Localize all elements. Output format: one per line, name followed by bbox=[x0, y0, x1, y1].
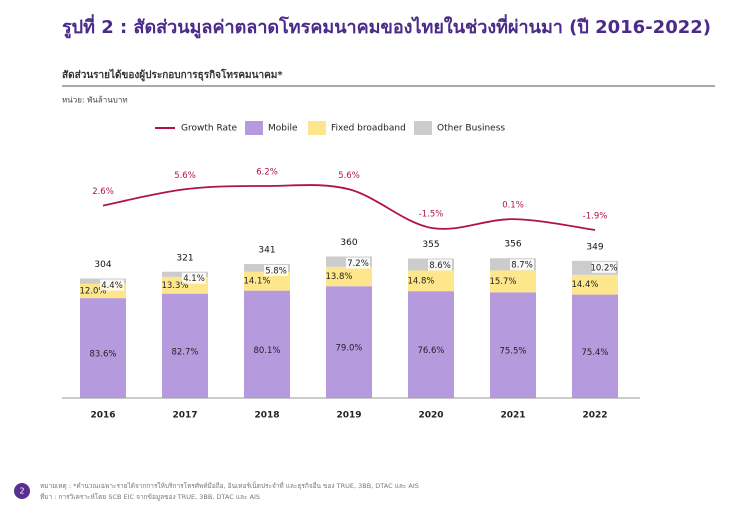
bar-segment bbox=[572, 274, 618, 295]
data-label: 76.6% bbox=[417, 346, 444, 356]
bar-segment bbox=[326, 286, 372, 398]
line-label: 5.6% bbox=[174, 171, 196, 181]
legend-swatch bbox=[308, 121, 326, 135]
data-label: 14.1% bbox=[243, 277, 270, 287]
legend-label: Growth Rate bbox=[181, 124, 238, 134]
x-tick-label: 2018 bbox=[254, 411, 279, 421]
line-label: 6.2% bbox=[256, 168, 278, 178]
bar-segment bbox=[408, 291, 454, 398]
label-box bbox=[264, 264, 288, 276]
unit-label: หน่วย: พันล้านบาท bbox=[62, 96, 128, 105]
legend-label: Fixed broadband bbox=[331, 124, 406, 134]
line-label: 0.1% bbox=[502, 201, 524, 211]
growth-line bbox=[102, 184, 596, 231]
label-box bbox=[592, 261, 616, 273]
total-label: 321 bbox=[176, 253, 193, 263]
bar-segment bbox=[162, 293, 208, 398]
bar-segment bbox=[572, 294, 618, 398]
data-label: 10.2% bbox=[590, 263, 617, 273]
label-box bbox=[428, 259, 452, 271]
data-label: 7.2% bbox=[347, 259, 369, 269]
data-label: 14.4% bbox=[571, 280, 598, 290]
page-badge bbox=[14, 483, 30, 499]
legend-label: Other Business bbox=[437, 124, 505, 134]
label-box bbox=[510, 259, 534, 271]
data-label: 15.7% bbox=[489, 277, 516, 287]
bar-segment bbox=[244, 290, 290, 398]
data-label: 13.3% bbox=[161, 281, 188, 291]
x-tick-label: 2022 bbox=[582, 411, 607, 421]
bar-segment bbox=[80, 298, 126, 398]
total-label: 304 bbox=[94, 260, 111, 270]
line-label: -1.5% bbox=[419, 209, 444, 219]
x-tick-label: 2020 bbox=[418, 411, 443, 421]
bar-segment bbox=[326, 266, 372, 287]
data-label: 83.6% bbox=[89, 350, 116, 360]
footnote: หมายเหตุ : *คำนวณเฉพาะรายได้จากการให้บริ… bbox=[40, 481, 419, 490]
x-tick-label: 2017 bbox=[172, 411, 197, 421]
data-label: 8.6% bbox=[429, 261, 451, 271]
data-label: 82.7% bbox=[171, 347, 198, 357]
label-box bbox=[182, 272, 206, 284]
bar-segment bbox=[490, 292, 536, 398]
bar-segment bbox=[490, 270, 536, 293]
data-label: 13.8% bbox=[325, 272, 352, 282]
bar-segment bbox=[408, 270, 454, 292]
label-box bbox=[346, 257, 370, 269]
legend-label: Mobile bbox=[268, 124, 298, 134]
data-label: 8.7% bbox=[511, 261, 533, 271]
label-box bbox=[100, 279, 124, 291]
x-tick-label: 2019 bbox=[336, 411, 361, 421]
total-label: 349 bbox=[586, 242, 603, 252]
slide-title: รูปที่ 2 : สัดส่วนมูลค่าตลาดโทรคมนาคมของ… bbox=[62, 14, 711, 39]
total-label: 355 bbox=[422, 240, 439, 250]
line-label: 5.6% bbox=[338, 171, 360, 181]
data-label: 75.5% bbox=[499, 347, 526, 357]
line-label: -1.9% bbox=[583, 212, 608, 222]
x-tick-label: 2016 bbox=[90, 411, 115, 421]
page-number: 2 bbox=[19, 487, 24, 496]
data-label: 14.8% bbox=[407, 276, 434, 286]
data-label: 4.4% bbox=[101, 281, 123, 291]
data-label: 12.0% bbox=[79, 286, 106, 296]
footnote: ที่มา : การวิเคราะห์โดย SCB EIC จากข้อมู… bbox=[40, 492, 260, 501]
legend-swatch bbox=[245, 121, 263, 135]
total-label: 341 bbox=[258, 245, 275, 255]
total-label: 360 bbox=[340, 238, 357, 248]
line-label: 2.6% bbox=[92, 187, 114, 197]
total-label: 356 bbox=[504, 240, 521, 250]
data-label: 5.8% bbox=[265, 266, 287, 276]
x-tick-label: 2021 bbox=[500, 411, 525, 421]
data-label: 4.1% bbox=[183, 274, 205, 284]
chart-subtitle: สัดส่วนรายได้ของผู้ประกอบการธุรกิจโทรคมน… bbox=[62, 68, 283, 82]
data-label: 80.1% bbox=[253, 346, 280, 356]
data-label: 75.4% bbox=[581, 348, 608, 358]
data-label: 79.0% bbox=[335, 344, 362, 354]
bar-segment bbox=[244, 271, 290, 291]
legend-swatch bbox=[414, 121, 432, 135]
